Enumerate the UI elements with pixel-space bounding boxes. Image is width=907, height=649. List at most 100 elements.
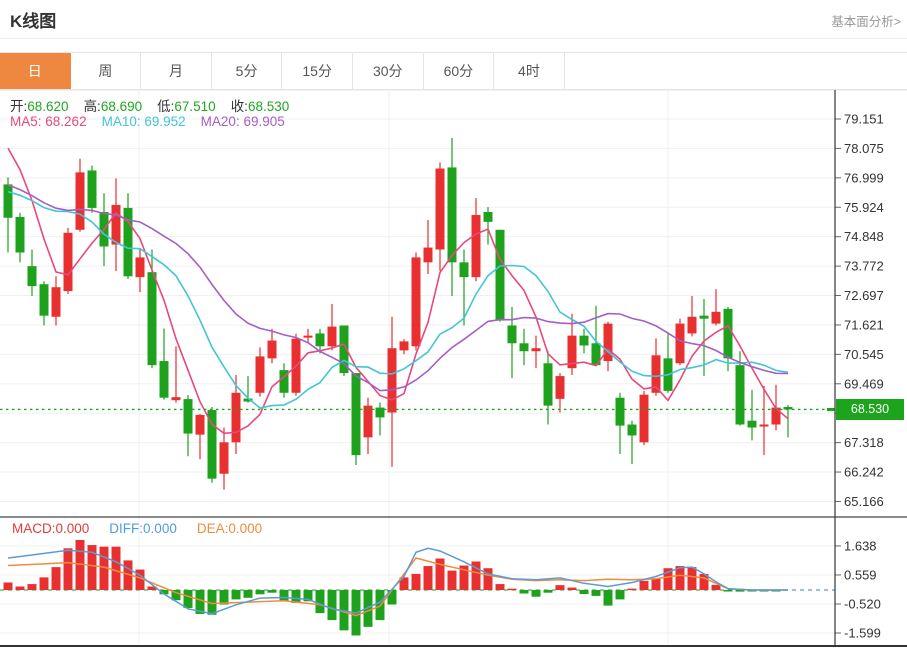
macd-bar	[255, 590, 265, 595]
macd-bar	[531, 590, 541, 597]
candle-body	[567, 335, 577, 369]
macd-bar	[147, 586, 157, 590]
macd-bar	[111, 546, 121, 590]
price-tick-label: 66.242	[844, 465, 884, 480]
candle-body	[387, 348, 397, 413]
candle-body	[267, 340, 277, 359]
candle-body	[195, 414, 205, 435]
tab-5min[interactable]: 5分	[211, 53, 283, 89]
candle-body	[735, 365, 745, 425]
candle-body	[519, 343, 529, 352]
candle-body	[183, 399, 193, 434]
candle-body	[687, 316, 697, 334]
ma10-line	[7, 190, 789, 409]
candle-body	[447, 167, 457, 263]
candle-body	[111, 204, 121, 245]
macd-bar	[39, 577, 49, 590]
macd-bar	[51, 567, 61, 590]
candle-body	[759, 424, 769, 427]
tab-30min[interactable]: 30分	[352, 53, 424, 89]
macd-bar	[459, 565, 469, 590]
candle-body	[303, 335, 313, 338]
macd-bar	[63, 548, 73, 590]
candle-body	[507, 325, 517, 344]
macd-bar	[483, 568, 493, 590]
interval-tabbar: 日 周 月 5分 15分 30分 60分 4时	[0, 52, 907, 90]
candle-body	[771, 407, 781, 425]
candle-body	[591, 343, 601, 366]
ma20-value: MA20: 69.905	[200, 114, 285, 129]
price-tick-label: 73.772	[844, 259, 884, 274]
candle-body	[699, 315, 709, 319]
candle-body	[555, 376, 565, 399]
candle-body	[87, 170, 97, 208]
candle-body	[351, 373, 361, 456]
macd-bar	[519, 590, 529, 594]
page-title: K线图	[10, 12, 57, 31]
macd-bar	[219, 590, 229, 605]
macd-bar	[99, 546, 109, 590]
candle-body	[243, 398, 253, 402]
candle-body	[615, 397, 625, 426]
candle-body	[723, 308, 733, 359]
candle-body	[159, 361, 169, 398]
current-price-badge: 68.530	[836, 398, 904, 420]
candle-body	[231, 392, 241, 443]
dea-line	[7, 557, 788, 617]
macd-bar	[195, 590, 205, 614]
grid-layer	[0, 90, 835, 645]
candle-body	[315, 333, 325, 347]
fundamental-analysis-link[interactable]: 基本面分析>	[831, 15, 901, 29]
macd-bar	[135, 569, 145, 590]
macd-bar	[735, 590, 745, 592]
macd-axis-ticks: 1.638 0.559 -0.520 -1.599	[835, 538, 881, 641]
candle-body	[459, 262, 469, 278]
dea-value: DEA:0.000	[196, 521, 263, 536]
macd-bar	[675, 566, 685, 590]
macd-bar	[75, 539, 85, 590]
macd-bar	[411, 573, 421, 590]
tab-60min[interactable]: 60分	[423, 53, 495, 89]
macd-bar	[183, 590, 193, 609]
tab-day[interactable]: 日	[0, 53, 71, 89]
price-tick-label: 69.469	[844, 376, 884, 391]
tab-4hour[interactable]: 4时	[494, 53, 565, 89]
candle-body	[627, 424, 637, 436]
candle-body	[339, 325, 349, 374]
open-value: 开:68.620	[10, 99, 69, 114]
macd-bar	[723, 590, 733, 592]
tab-month[interactable]: 月	[141, 53, 212, 89]
close-value: 收:68.530	[230, 99, 290, 114]
macd-bar	[3, 582, 13, 590]
candle-body	[219, 442, 229, 474]
macd-bar	[687, 567, 697, 590]
tab-15min[interactable]: 15分	[282, 53, 353, 89]
diff-value: DIFF:0.000	[109, 521, 177, 536]
macd-bar	[471, 561, 481, 590]
ma5-line	[7, 147, 789, 435]
candle-body	[279, 370, 289, 393]
macd-bar	[639, 580, 649, 590]
low-value: 低:67.510	[157, 99, 216, 114]
macd-value: MACD:0.000	[12, 521, 90, 536]
candle-body	[495, 229, 505, 321]
candle-body	[747, 420, 757, 428]
candle-body	[711, 311, 721, 324]
macd-bar	[711, 584, 721, 590]
candle-body	[135, 257, 145, 278]
macd-bar	[387, 590, 397, 605]
price-tick-label: 79.151	[844, 112, 884, 127]
macd-bar	[591, 590, 601, 596]
ma-legend: MA5: 68.262 MA10: 69.952 MA20: 69.905	[10, 114, 285, 129]
macd-bar	[15, 586, 25, 590]
macd-bar	[159, 590, 169, 595]
macd-bar	[315, 590, 325, 614]
candle-body	[579, 335, 589, 346]
macd-bar	[579, 590, 589, 595]
price-tick-label: 74.848	[844, 229, 884, 244]
price-axis-ticks: 79.151 78.075 76.999 75.924 74.848 73.772 72.6…	[835, 112, 884, 509]
tab-week[interactable]: 周	[70, 53, 142, 89]
candle-body	[123, 207, 133, 277]
macd-bar	[303, 590, 313, 602]
